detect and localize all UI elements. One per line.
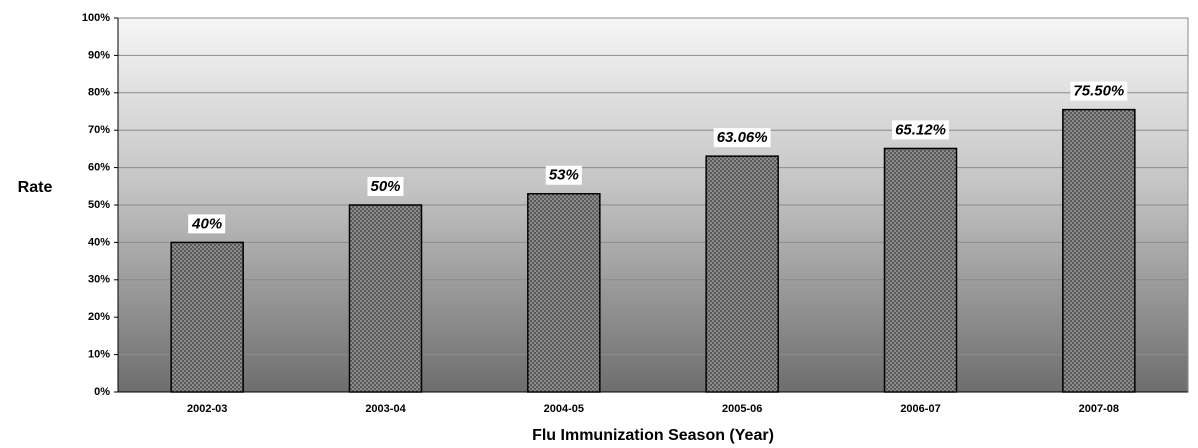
value-label-box (892, 120, 949, 140)
value-label: 75.50% (1073, 83, 1124, 100)
value-label: 65.12% (895, 121, 946, 138)
value-label-box (367, 176, 404, 196)
y-tick-label: 90% (88, 49, 110, 61)
y-tick-label: 50% (88, 199, 110, 211)
x-tick-label: 2006-07 (900, 403, 940, 415)
bar (170, 241, 244, 393)
value-label-box (545, 165, 582, 185)
y-tick-label: 10% (88, 349, 110, 361)
y-axis-title: Rate (18, 179, 53, 196)
y-tick-label: 100% (82, 12, 110, 24)
bar (705, 155, 779, 393)
bar (348, 204, 423, 393)
y-tick-label: 30% (88, 274, 110, 286)
bar (883, 147, 958, 393)
value-label: 40% (191, 215, 222, 232)
x-tick-label: 2003-04 (365, 403, 406, 415)
bar (1062, 108, 1136, 393)
x-tick-label: 2007-08 (1079, 403, 1119, 415)
y-tick-label: 0% (94, 386, 110, 398)
x-tick-label: 2005-06 (722, 403, 762, 415)
bar (527, 193, 601, 393)
value-label: 63.06% (717, 129, 768, 146)
value-label-box (1070, 81, 1128, 101)
value-label: 53% (549, 167, 579, 184)
y-tick-label: 40% (88, 236, 110, 248)
x-tick-label: 2002-03 (187, 403, 227, 415)
x-tick-label: 2004-05 (544, 403, 584, 415)
value-label: 50% (370, 178, 400, 195)
value-label-box (713, 128, 771, 148)
x-axis-title: Flu Immunization Season (Year) (532, 427, 774, 444)
value-label-box (188, 214, 226, 234)
y-tick-label: 60% (88, 162, 110, 174)
y-tick-label: 20% (88, 311, 110, 323)
y-tick-label: 70% (88, 124, 110, 136)
y-tick-label: 80% (88, 87, 110, 99)
